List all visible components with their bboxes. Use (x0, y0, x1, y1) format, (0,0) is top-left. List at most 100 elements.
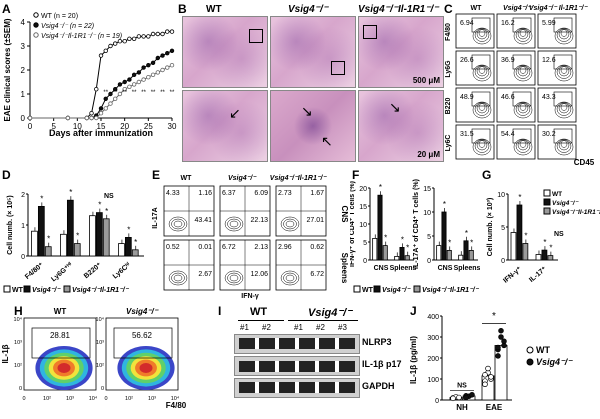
contour (554, 101, 574, 119)
x-tick-label: 0 (104, 396, 107, 402)
wb-group-vsig4: Vsig4⁻/⁻ (308, 307, 353, 319)
data-point (165, 65, 170, 70)
histology-vsig4-low (270, 16, 356, 88)
gate (553, 17, 573, 33)
gate (512, 17, 532, 33)
significance-star: * (443, 200, 446, 209)
data-point (469, 391, 475, 398)
y-tick-label: 0 (435, 398, 439, 405)
y-tick-label: 5 (363, 240, 367, 247)
row-label: CNS (340, 206, 349, 224)
contour (229, 274, 239, 282)
y-tick-label: 20 (359, 186, 367, 193)
bar (541, 249, 548, 261)
data-point (160, 53, 165, 58)
arrow-icon: ↘ (389, 99, 401, 115)
cell-number-chart: 0 1 2 * * F4/80⁺ * * Ly6G⁺ᴴⁱ * * B220⁺ * * Ly6Cʰⁱ Cell … (3, 188, 144, 294)
gate-value: 31.5 (460, 131, 474, 138)
data-point (98, 110, 104, 116)
column-title: Vsig4⁻/⁻ Il-1R1⁻/⁻ (529, 5, 589, 12)
wb-lane: #1 (240, 323, 249, 332)
panel-h: H WT 28.81 0 10² 10³ 10⁴ 0 10² 10³ 10⁴ Vsig4⁻/⁻ 56.… (0, 304, 200, 414)
y-tick-label: 15 (423, 186, 431, 193)
quadrant-value: 1.67 (310, 190, 324, 197)
data-point (169, 62, 175, 68)
y-tick-label: 4 (21, 18, 26, 27)
band-nlrp3 (239, 338, 355, 349)
panel-b: B WT Vsig4⁻/⁻ Vsig4⁻/⁻Il-1R1⁻/⁻ 500 μM ↙… (178, 0, 448, 166)
data-point (108, 101, 113, 106)
contour (560, 66, 568, 74)
legend-marker (526, 358, 534, 366)
significance-star: * (401, 235, 404, 244)
y-tick-label: 1 (21, 223, 25, 230)
data-point (498, 327, 504, 334)
wb-label-gapdh: GAPDH (362, 381, 395, 391)
x-tick-label: 30 (168, 122, 177, 131)
gate (512, 128, 532, 144)
legend-swatch (543, 189, 551, 197)
column-title: WT (181, 175, 193, 182)
y-tick-label: 10³ (14, 340, 22, 346)
contour (513, 64, 533, 82)
bar (95, 212, 103, 257)
bar (372, 238, 378, 261)
legend-marker (33, 32, 39, 38)
contour (476, 102, 488, 114)
bar (394, 256, 400, 261)
gate-value: 28.81 (50, 331, 71, 340)
x-tick-label: 10³ (148, 396, 156, 402)
x-tick-label: 0 (28, 122, 33, 131)
category-label: IFN-γ⁺ (502, 266, 523, 285)
legend-marker (526, 346, 534, 354)
legend-swatch (353, 285, 361, 293)
x-tick-label: 25 (144, 122, 153, 131)
legend-entry: Vsig4⁻/⁻ (n = 22) (41, 23, 94, 30)
data-point (98, 106, 104, 111)
contour (474, 139, 490, 153)
bar (102, 218, 110, 257)
contour (517, 65, 529, 77)
gate-value: 46.6 (501, 94, 515, 101)
panel-b-label: B (178, 2, 187, 16)
data-point (103, 96, 108, 101)
significance-star: * (47, 235, 50, 244)
contour (513, 138, 533, 156)
bar (535, 254, 542, 261)
data-point (112, 86, 118, 92)
significance-star: ** (170, 90, 175, 96)
legend-entry: Vsig4⁻/⁻Il-1R1⁻/⁻ (422, 287, 480, 294)
contour (229, 220, 239, 228)
gate (471, 17, 491, 33)
contour (558, 102, 570, 114)
data-point (146, 62, 151, 68)
significance-star: * (127, 225, 130, 234)
data-point (141, 34, 146, 39)
wb-blot-gapdh (234, 378, 360, 398)
column-title: Vsig4⁻/⁻ (228, 175, 257, 182)
panel-e: E WT Vsig4⁻/⁻ Vsig4⁻/⁻Il-1R1⁻/⁻ 4.33 1.16 43.… (150, 168, 350, 300)
y-axis-label: EAE clinical scores (±SEM) (3, 18, 12, 121)
contour (517, 28, 529, 40)
category-label: CNS (438, 265, 453, 272)
contour (283, 272, 297, 284)
contour (168, 216, 188, 232)
contour (519, 103, 527, 111)
data-point (131, 36, 137, 41)
column-title: WT (471, 5, 483, 12)
y-tick-label: 300 (427, 335, 439, 342)
x-axis-label: CD45 (574, 158, 595, 167)
contour (173, 274, 183, 282)
bar (66, 199, 74, 257)
gate (553, 128, 573, 144)
y-tick-label: 5 (427, 234, 431, 241)
gate-value: 16.2 (501, 20, 515, 27)
panel-h-label: H (14, 304, 23, 318)
bar (547, 255, 554, 261)
significance-star: ** (103, 90, 108, 96)
panel-f-label: F (352, 168, 360, 182)
y-axis-label: Cell numb. (× 10⁵) (7, 195, 14, 255)
panel-d-label: D (2, 168, 11, 182)
quadrant-value: 1.16 (198, 190, 212, 197)
contour (285, 220, 295, 228)
